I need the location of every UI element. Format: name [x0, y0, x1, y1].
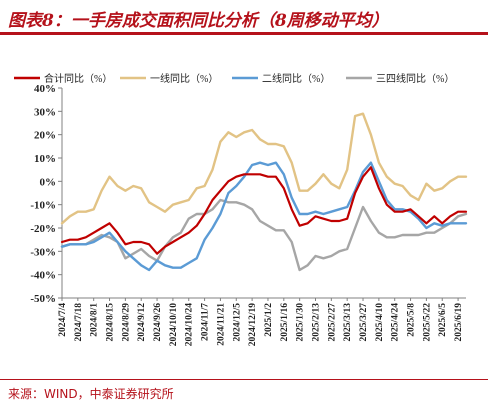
- y-tick-label: -40%: [30, 270, 56, 282]
- chart-title: 图表8：一手房成交面积同比分析（8周移动平均）: [8, 11, 389, 31]
- x-tick-label: 2024/8/29: [121, 303, 131, 342]
- x-tick-label: 2024/8/15: [106, 303, 116, 342]
- y-tick-label: -20%: [30, 223, 56, 235]
- series-line-1: [60, 166, 468, 255]
- y-tick-label: 0%: [40, 176, 57, 188]
- y-tick-label: -10%: [30, 200, 56, 212]
- x-tick-label: 2024/9/26: [153, 303, 163, 342]
- x-tick-label: 2024/7/4: [58, 303, 68, 337]
- legend: 合计同比（%） 一线同比（%） 二线同比（%） 三四线同比（%）: [14, 72, 454, 85]
- chart-area: -50% -40% -30% -20% -10% 0% 10% 20% 30% 40% 2024/7…: [0, 38, 488, 378]
- x-tick-label: 2025/1/16: [280, 303, 290, 342]
- legend-label-2: 一线同比（%）: [150, 72, 218, 85]
- legend-label-1: 合计同比（%）: [44, 72, 112, 85]
- series-lines: [60, 112, 468, 272]
- x-tick-label: 2025/6/19: [454, 303, 464, 342]
- title-rule: [0, 32, 488, 35]
- x-tick-label: 2025/1/2: [264, 303, 274, 337]
- x-tick-label: 2025/4/24: [391, 303, 401, 342]
- series-line-2: [60, 112, 468, 225]
- x-tick-label: 2025/3/27: [359, 303, 369, 342]
- x-tick-label: 2024/12/5: [232, 303, 242, 342]
- x-tick-label: 2025/4/10: [375, 303, 385, 342]
- x-tick-label: 2024/11/7: [201, 303, 211, 341]
- axes: -50% -40% -30% -20% -10% 0% 10% 20% 30% 40% 2024/7…: [30, 83, 466, 346]
- x-tick-label: 2025/6/5: [438, 303, 448, 337]
- footer-rule: [0, 379, 488, 380]
- legend-label-3: 二线同比（%）: [262, 72, 330, 85]
- y-tick-label: 20%: [34, 130, 56, 142]
- x-tick-label: 2025/2/13: [311, 303, 321, 342]
- x-tick-label: 2024/10/24: [185, 303, 195, 347]
- series-line-3: [60, 161, 468, 272]
- y-tick-label: 40%: [34, 83, 56, 95]
- y-tick-label: -30%: [30, 246, 56, 258]
- x-tick-label: 2024/11/21: [216, 303, 226, 346]
- x-tick-label: 2024/9/12: [137, 303, 147, 342]
- y-tick-label: 30%: [34, 106, 56, 118]
- header: 图表8：一手房成交面积同比分析（8周移动平均）: [0, 0, 488, 38]
- line-chart: -50% -40% -30% -20% -10% 0% 10% 20% 30% 40% 2024/7…: [14, 72, 468, 346]
- x-tick-label: 2024/12/19: [248, 303, 258, 347]
- legend-label-4: 三四线同比（%）: [376, 72, 454, 85]
- y-tick-label: -50%: [30, 293, 56, 305]
- x-tick-label: 2025/5/22: [422, 303, 432, 342]
- x-tick-label: 2025/2/27: [327, 303, 337, 342]
- x-tick-label: 2025/5/8: [407, 303, 417, 337]
- source-note: 来源：WIND，中泰证券研究所: [8, 387, 174, 401]
- x-tick-label: 2024/8/1: [90, 303, 100, 337]
- y-tick-label: 10%: [34, 153, 56, 165]
- x-tick-label: 2024/7/18: [74, 303, 84, 342]
- x-tick-label: 2025/3/13: [343, 303, 353, 342]
- x-tick-label: 2024/10/10: [169, 303, 179, 347]
- x-tick-label: 2025/1/30: [296, 303, 306, 342]
